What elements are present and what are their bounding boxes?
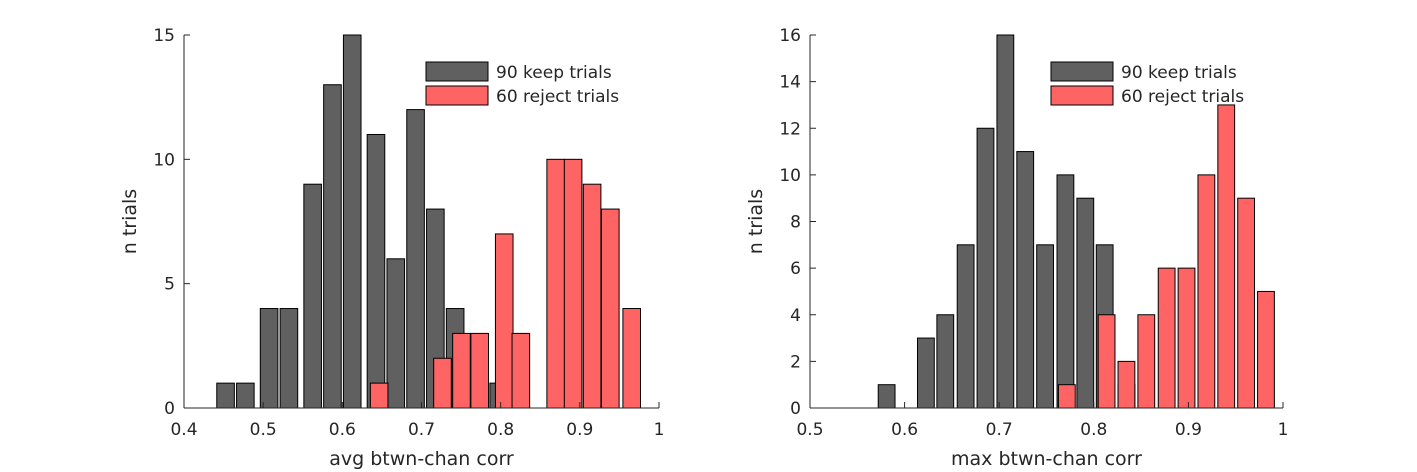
right-bar-series-1-2 <box>1117 360 1136 409</box>
left-bar-series-0-3 <box>279 308 299 409</box>
right-bar-series-0-0 <box>877 384 896 409</box>
left-legend-swatch-1 <box>425 85 489 106</box>
right-x-tick-label: 0.6 <box>891 420 918 440</box>
right-x-tick-label: 0.5 <box>796 420 823 440</box>
left-bar-series-0-2 <box>259 308 279 409</box>
right-y-tick-label: 6 <box>790 259 801 279</box>
left-bar-series-1-3 <box>470 332 489 409</box>
right-y-tick-label: 10 <box>779 166 801 186</box>
left-y-axis-label: n trials <box>119 189 141 254</box>
left-x-tick-label: 1 <box>654 420 665 440</box>
left-x-tick-label: 0.6 <box>329 420 356 440</box>
left-bar-series-0-8 <box>386 258 406 409</box>
right-bar-series-1-3 <box>1137 314 1156 409</box>
right-x-tick-label: 0.8 <box>1080 420 1107 440</box>
left-bar-series-1-8 <box>582 183 602 409</box>
left-legend-swatch-0 <box>425 61 489 82</box>
right-bar-series-0-4 <box>976 127 995 409</box>
left-bar-series-1-9 <box>601 208 620 409</box>
left-bar-series-0-4 <box>303 183 322 409</box>
left-y-tick-label: 15 <box>153 26 175 46</box>
right-bar-series-1-6 <box>1197 174 1216 409</box>
left-bar-series-0-5 <box>323 84 342 409</box>
left-x-tick-label: 0.8 <box>487 420 514 440</box>
right-legend: 90 keep trials 60 reject trials <box>1050 61 1244 107</box>
right-y-axis-label: n trials <box>745 189 767 254</box>
right-y-tick-label: 14 <box>779 73 801 93</box>
left-bar-series-1-6 <box>546 158 565 409</box>
right-x-tick-label: 0.7 <box>986 420 1013 440</box>
left-bar-series-1-4 <box>494 233 514 409</box>
left-x-axis-label: avg btwn-chan corr <box>329 448 514 470</box>
right-x-axis-label: max btwn-chan corr <box>951 448 1142 470</box>
right-bar-series-1-1 <box>1097 314 1116 409</box>
right-bar-series-0-6 <box>1016 151 1035 409</box>
right-y-tick-label: 4 <box>790 306 801 326</box>
right-y-tick-label: 0 <box>790 399 801 419</box>
left-x-tick-label: 0.7 <box>408 420 435 440</box>
left-x-tick-label: 0.9 <box>566 420 593 440</box>
right-legend-swatch-0 <box>1050 61 1114 82</box>
right-bar-series-0-9 <box>1076 197 1095 409</box>
left-y-tick-label: 10 <box>153 150 175 170</box>
right-bar-series-0-5 <box>996 34 1015 409</box>
right-legend-label-1: 60 reject trials <box>1121 87 1244 107</box>
left-bar-series-1-10 <box>622 308 641 409</box>
left-bar-series-0-7 <box>366 133 386 409</box>
right-bar-series-1-5 <box>1177 267 1196 409</box>
left-y-tick-label: 5 <box>164 275 175 295</box>
left-bar-series-0-9 <box>406 109 425 409</box>
right-bar-series-1-8 <box>1237 197 1256 409</box>
right-bar-series-0-3 <box>956 244 975 409</box>
right-y-tick-label: 16 <box>779 26 801 46</box>
left-x-tick-label: 0.5 <box>250 420 277 440</box>
left-bar-series-1-2 <box>452 332 471 409</box>
left-legend: 90 keep trials 60 reject trials <box>425 61 619 107</box>
left-bar-series-1-5 <box>511 332 531 409</box>
left-bar-series-0-1 <box>236 382 255 409</box>
left-x-tick-label: 0.4 <box>170 420 197 440</box>
right-bar-series-1-9 <box>1257 290 1275 409</box>
right-bar-series-1-4 <box>1157 267 1176 409</box>
right-bar-series-1-7 <box>1217 104 1236 409</box>
left-legend-label-1: 60 reject trials <box>496 87 619 107</box>
left-bar-series-0-6 <box>342 34 362 409</box>
left-bar-series-1-0 <box>369 382 389 409</box>
left-bar-series-1-1 <box>433 357 452 409</box>
left-legend-label-0: 90 keep trials <box>496 63 612 83</box>
right-bar-series-0-8 <box>1056 174 1075 409</box>
right-bar-series-0-7 <box>1036 244 1054 409</box>
right-legend-label-0: 90 keep trials <box>1121 63 1237 83</box>
right-y-tick-label: 12 <box>779 119 801 139</box>
right-bar-series-0-2 <box>936 314 955 409</box>
left-bar-series-1-7 <box>563 158 583 409</box>
right-x-tick-label: 0.9 <box>1175 420 1202 440</box>
right-legend-swatch-1 <box>1050 85 1114 106</box>
right-bar-series-0-1 <box>916 337 935 409</box>
right-x-tick-label: 1 <box>1278 420 1289 440</box>
left-bar-series-0-0 <box>216 382 235 409</box>
right-y-tick-label: 2 <box>790 352 801 372</box>
right-y-tick-label: 8 <box>790 213 801 233</box>
right-bar-series-1-0 <box>1057 384 1076 409</box>
left-y-tick-label: 0 <box>164 399 175 419</box>
